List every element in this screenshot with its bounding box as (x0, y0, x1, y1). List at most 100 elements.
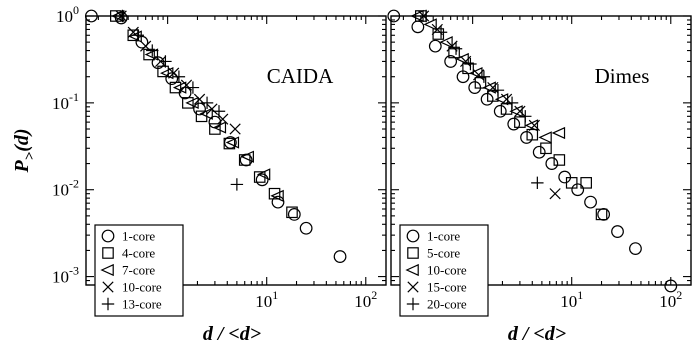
data-point-1-core (532, 145, 546, 159)
legend-marker-7-core (100, 263, 114, 277)
legend-label-15-core: 15-core (427, 280, 467, 295)
data-point-10-core (439, 36, 453, 49)
y-axis-label: P>(d) (11, 128, 38, 173)
x-tick-label: 101 (560, 288, 583, 311)
legend-label-1-core: 1-core (122, 229, 155, 244)
data-point-15-core (549, 188, 561, 200)
data-point-4-core (157, 65, 169, 78)
y-tick-label-exp: -2 (69, 177, 79, 191)
y-tick-label: 10-1 (52, 90, 79, 113)
data-point-7-core (256, 168, 271, 181)
data-point-10-core (127, 26, 139, 38)
data-point-13-core (116, 9, 129, 23)
data-point-5-core (500, 103, 513, 115)
panel-caida: 10010110210010-110-210-3d / <d>P>(d)CAID… (11, 3, 387, 345)
y-axis-label-subscript: > (22, 151, 38, 160)
data-point-20-core (420, 9, 433, 23)
data-point-1-core (135, 35, 149, 49)
data-point-1-core (571, 183, 585, 197)
data-point-1-core (411, 20, 425, 34)
legend-label-5-core: 5-core (427, 246, 460, 261)
legend-label-13-core: 13-core (122, 297, 162, 312)
data-point-20-core (491, 83, 505, 97)
data-point-1-core (271, 195, 285, 209)
x-tick-label: 102 (354, 288, 377, 311)
x-tick-label: 101 (255, 288, 278, 311)
x-tick-label-base: 10 (560, 292, 577, 311)
data-point-10-core (229, 123, 241, 135)
y-tick-label-base: 10 (56, 7, 73, 26)
legend-marker-1-core (101, 229, 115, 243)
data-point-1-core (287, 207, 301, 221)
data-point-13-core (230, 178, 244, 191)
data-point-5-core (540, 142, 552, 155)
plot-frame (390, 15, 692, 286)
data-point-1-core (299, 221, 313, 235)
y-tick-label-base: 10 (52, 268, 69, 287)
data-point-15-core (460, 55, 472, 68)
series-13-core (116, 9, 244, 191)
data-point-10-core (494, 93, 509, 106)
data-point-7-core (225, 136, 240, 149)
legend-marker-5-core (407, 247, 419, 259)
data-point-1-core (558, 170, 572, 184)
data-point-20-core (449, 42, 463, 55)
legend-box (399, 224, 489, 317)
legend-marker-20-core (406, 297, 420, 311)
data-point-13-core (200, 96, 214, 110)
series-15-core (417, 10, 561, 200)
data-point-4-core (268, 187, 281, 200)
y-tick-label: 100 (56, 3, 79, 26)
y-tick-label: 10-2 (52, 177, 79, 200)
data-point-10-core (423, 18, 437, 31)
legend-label-10-core: 10-core (427, 263, 467, 278)
x-tick-label-base: 10 (659, 292, 676, 311)
data-point-10-core (509, 105, 523, 118)
data-point-1-core (597, 207, 611, 221)
data-point-13-core (159, 55, 172, 68)
y-tick-label-base: 10 (52, 181, 69, 200)
data-point-5-core (595, 208, 608, 221)
data-point-10-core (469, 66, 483, 80)
legend: 1-core 5-core 10-core 15-core 20-core (399, 224, 489, 317)
x-tick-label-exp: 2 (676, 288, 682, 302)
data-point-7-core (172, 81, 187, 94)
data-point-10-core (206, 103, 218, 115)
legend-marker-4-core (102, 247, 114, 259)
data-point-1-core (629, 242, 642, 255)
data-point-10-core (551, 126, 566, 140)
data-point-20-core (477, 70, 491, 83)
data-point-13-core (186, 81, 200, 94)
y-tick-label-exp: 0 (73, 3, 79, 17)
data-point-1-core (664, 279, 678, 293)
data-point-4-core (169, 81, 182, 94)
data-point-4-core (209, 123, 221, 135)
y-tick-label-base: 10 (52, 94, 69, 113)
legend-label-4-core: 4-core (122, 246, 155, 261)
data-point-4-core (223, 137, 236, 150)
x-tick-label-exp: 1 (272, 288, 278, 302)
series-5-core (415, 10, 608, 221)
x-tick-label-base: 10 (354, 292, 371, 311)
x-axis-label: d / <d> (508, 323, 566, 345)
legend-marker-10-core (102, 281, 114, 293)
data-point-1-core (545, 157, 559, 170)
data-point-10-core (140, 40, 152, 52)
data-point-1-core (165, 72, 179, 86)
data-point-1-core (611, 225, 624, 238)
data-point-7-core (185, 96, 199, 109)
y-axis-label-main: P (11, 160, 33, 174)
data-point-5-core (580, 177, 592, 189)
data-point-20-core (505, 96, 519, 110)
series-10-core (115, 10, 241, 135)
data-point-20-core (519, 110, 532, 123)
x-tick-label-exp: 2 (371, 288, 377, 302)
legend-label-10-core: 10-core (122, 280, 162, 295)
data-point-13-core (131, 29, 145, 42)
data-point-15-core (514, 105, 526, 117)
legend-label-1-core: 1-core (427, 229, 460, 244)
data-point-1-core (193, 102, 206, 116)
data-point-1-core (493, 104, 507, 118)
series-4-core (110, 10, 298, 219)
data-point-10-core (538, 131, 552, 144)
